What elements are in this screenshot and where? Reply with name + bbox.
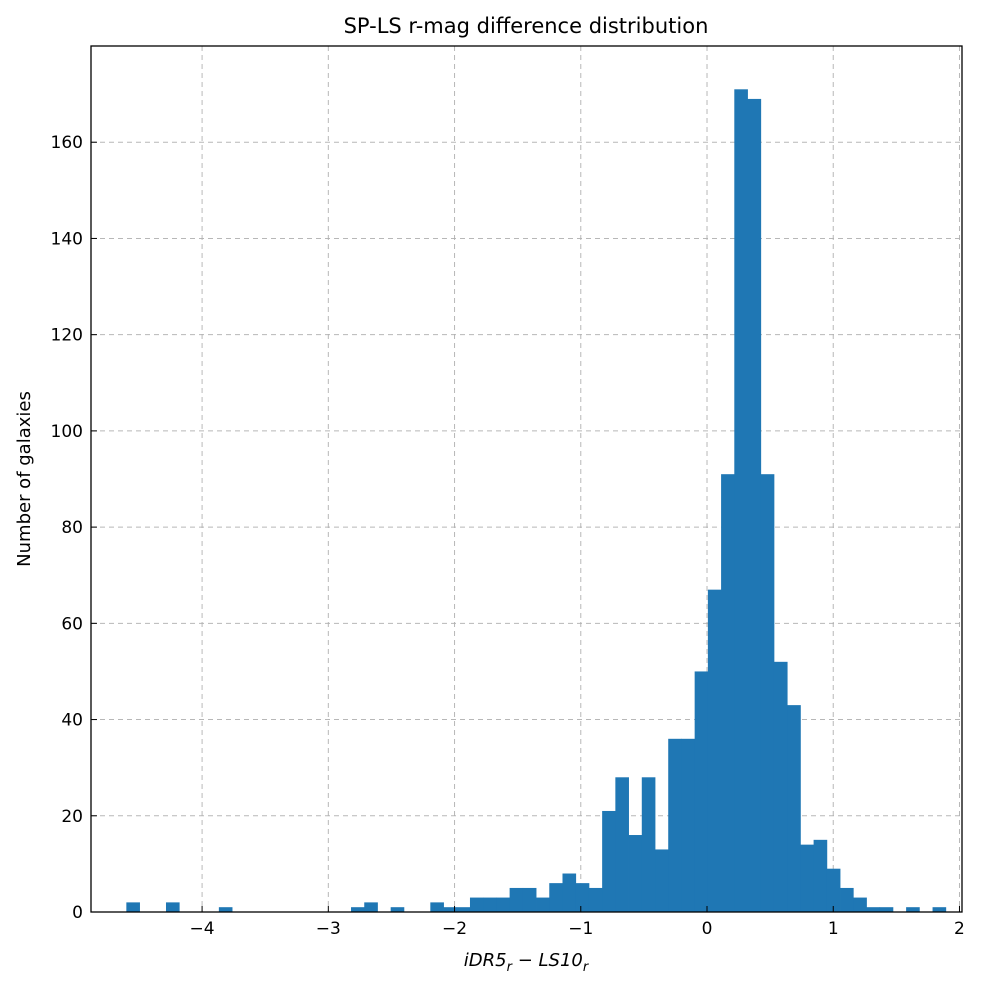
y-tick-label: 80 xyxy=(61,518,83,538)
x-tick-label: −2 xyxy=(442,919,467,939)
y-tick-label: 100 xyxy=(51,422,83,442)
histogram-bar xyxy=(456,907,471,912)
histogram-bar xyxy=(773,661,788,912)
histogram-bar xyxy=(826,868,841,912)
histogram-bar xyxy=(615,777,629,912)
bars-layer xyxy=(126,89,947,913)
histogram-bar xyxy=(813,839,828,912)
x-tick-label: 2 xyxy=(954,919,965,939)
histogram-bar xyxy=(483,897,497,912)
histogram-bar xyxy=(747,98,762,912)
histogram-bar xyxy=(364,902,378,912)
histogram-bar xyxy=(760,474,775,912)
y-tick-label: 0 xyxy=(72,903,83,923)
histogram-bar xyxy=(430,902,444,912)
histogram-bar xyxy=(734,89,748,913)
histogram-bar xyxy=(866,907,881,912)
histogram-bar xyxy=(707,589,722,912)
histogram-bar xyxy=(390,907,405,912)
plot-frame xyxy=(90,45,963,913)
histogram-bar xyxy=(126,902,140,912)
x-label-sub-a: r xyxy=(507,960,514,975)
y-tick-label: 20 xyxy=(61,807,83,827)
histogram-bar xyxy=(668,738,682,912)
histogram-bar xyxy=(549,883,563,912)
histogram-bar xyxy=(800,844,815,912)
x-label-part-a: iDR5 xyxy=(464,950,507,971)
histogram-bar xyxy=(694,671,709,912)
histogram-bar xyxy=(509,887,524,912)
x-tick-label: −3 xyxy=(316,919,341,939)
histogram-bar xyxy=(787,705,801,912)
histogram-bar xyxy=(562,873,577,912)
x-tick-label: 0 xyxy=(702,919,713,939)
x-label-operator: − xyxy=(512,950,539,971)
histogram-bar xyxy=(469,897,484,912)
histogram-bar xyxy=(721,474,735,912)
y-tick-label: 40 xyxy=(61,711,83,731)
histogram-bar xyxy=(932,907,947,912)
histogram-bar xyxy=(655,849,669,912)
y-tick-label: 60 xyxy=(61,614,83,634)
x-tick-label: 1 xyxy=(828,919,839,939)
histogram-bar xyxy=(906,907,920,912)
histogram-bar xyxy=(351,907,365,912)
histogram-bar xyxy=(443,907,458,912)
histogram-bar xyxy=(641,777,656,912)
grid-layer xyxy=(91,46,962,913)
histogram-bar xyxy=(628,835,643,912)
histogram-bar xyxy=(165,902,180,912)
y-tick-label: 140 xyxy=(51,229,83,249)
histogram-bar xyxy=(853,897,867,912)
histogram-bar xyxy=(496,897,511,912)
histogram-bar xyxy=(588,887,603,912)
histogram-bar xyxy=(681,738,696,912)
histogram-bar xyxy=(218,907,233,912)
x-label-part-b: LS10 xyxy=(539,950,583,971)
histogram-bar xyxy=(602,810,616,912)
y-axis-label: Number of galaxies xyxy=(14,391,35,567)
chart-title: SP-LS r-mag difference distribution xyxy=(344,14,709,38)
y-tick-label: 160 xyxy=(51,133,83,153)
histogram-bar xyxy=(840,887,854,912)
histogram-bar xyxy=(522,887,537,912)
y-tick-label: 120 xyxy=(51,326,83,346)
x-label-sub-b: r xyxy=(583,960,590,975)
x-tick-label: −4 xyxy=(190,919,215,939)
x-tick-label: −1 xyxy=(568,919,593,939)
histogram-bar xyxy=(536,897,550,912)
histogram-bar xyxy=(575,883,590,912)
histogram-bar xyxy=(879,907,894,912)
x-axis-label: iDR5r − LS10r xyxy=(464,950,590,975)
